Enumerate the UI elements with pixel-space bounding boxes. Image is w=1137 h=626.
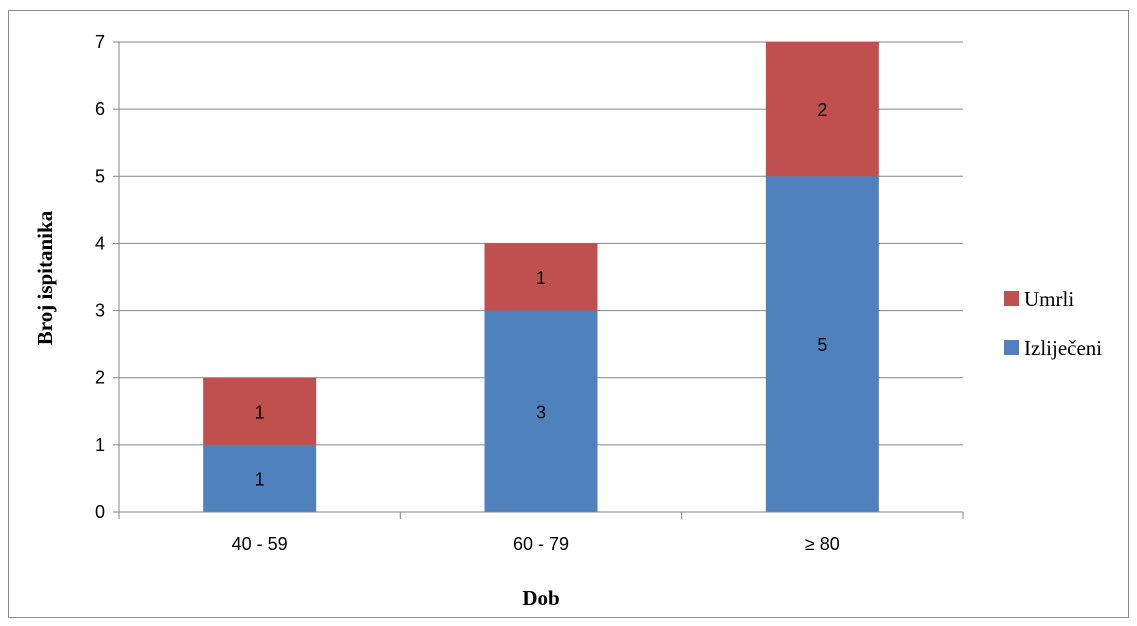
axes	[113, 41, 964, 519]
bar-umrli-1	[484, 243, 598, 311]
x-tick-label-0: 40 - 59	[232, 534, 288, 554]
bar-umrli-0	[203, 377, 317, 445]
bar-umrli-2	[765, 42, 879, 177]
data-label-umrli-0: 1	[255, 402, 265, 422]
data-labels: 1 1 3 1 5 2	[255, 100, 828, 489]
y-tick-label-5: 5	[95, 166, 105, 186]
bar-izliječeni-1	[484, 310, 598, 512]
y-tick-label-7: 7	[95, 32, 105, 52]
data-label-izliječeni-0: 1	[255, 469, 265, 489]
x-tick-labels: 40 - 59 60 - 79 ≥ 80	[232, 534, 840, 554]
data-label-izliječeni-1: 3	[536, 402, 546, 422]
y-tick-label-1: 1	[95, 435, 105, 455]
legend-label-umrli: Umrli	[1024, 287, 1074, 311]
data-label-umrli-2: 2	[817, 100, 827, 120]
legend-swatch-izliječeni	[1004, 340, 1019, 355]
y-tick-label-4: 4	[95, 233, 105, 253]
x-tick-label-2: ≥ 80	[805, 534, 840, 554]
bars	[203, 42, 879, 513]
data-label-izliječeni-2: 5	[817, 335, 827, 355]
y-tick-label-0: 0	[95, 502, 105, 522]
legend-swatch-umrli	[1004, 291, 1019, 306]
x-axis-title: Dob	[522, 586, 559, 610]
legend-label-izliječeni: Izliječeni	[1024, 336, 1102, 360]
y-tick-label-3: 3	[95, 301, 105, 321]
y-tick-labels: 0 1 2 3 4 5 6 7	[95, 32, 105, 522]
bar-izliječeni-0	[203, 444, 317, 512]
legend: Umrli Izliječeni	[1004, 287, 1102, 360]
bar-izliječeni-2	[765, 176, 879, 513]
y-axis-title: Broj ispitanika	[33, 210, 57, 345]
x-tick-label-1: 60 - 79	[513, 534, 569, 554]
data-label-umrli-1: 1	[536, 268, 546, 288]
y-tick-label-6: 6	[95, 99, 105, 119]
y-tick-label-2: 2	[95, 368, 105, 388]
